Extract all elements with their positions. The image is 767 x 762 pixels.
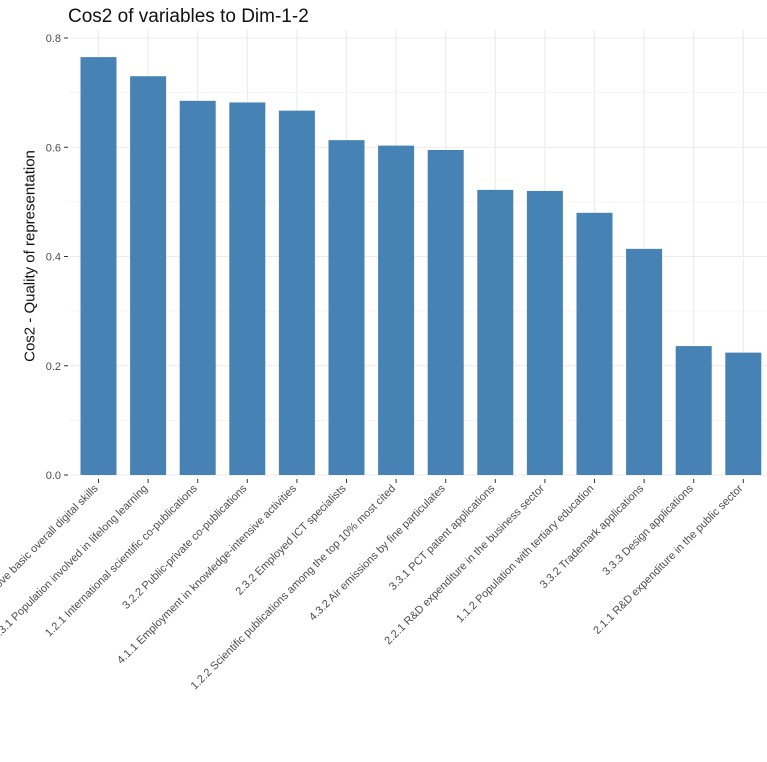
bar (576, 212, 613, 476)
bar (725, 352, 762, 475)
bar (427, 149, 464, 475)
y-axis: 0.0 0.2 0.4 0.6 0.8 (46, 33, 68, 482)
chart-title: Cos2 of variables to Dim-1-2 (68, 6, 309, 27)
bar (80, 57, 117, 476)
y-tick-label: 0.2 (46, 361, 61, 373)
y-tick-label: 0.0 (46, 470, 61, 482)
plot-panel (70, 30, 767, 477)
x-tick-label: 3.3.2 Trademark applications (538, 482, 647, 591)
bar (378, 145, 415, 475)
x-tick-label: 3.3.3 Design applications (600, 482, 696, 578)
y-tick-label: 0.6 (46, 142, 61, 154)
x-tick-label: 3.3.1 PCT patent applications (387, 482, 498, 593)
x-axis: 1.1.3 Population with above basic overal… (0, 479, 746, 692)
bar (229, 102, 266, 476)
y-tick-label: 0.8 (46, 33, 61, 45)
bars-group (80, 57, 762, 476)
bar (675, 346, 712, 475)
bar (526, 190, 563, 475)
bar (626, 248, 663, 475)
x-tick-label: 4.1.1 Employment in knowledge-intensive … (115, 482, 299, 666)
bar (179, 100, 216, 475)
bar (328, 140, 365, 475)
bar (130, 76, 167, 476)
y-tick-label: 0.4 (46, 252, 61, 264)
bar (477, 189, 514, 476)
bar (278, 110, 315, 476)
